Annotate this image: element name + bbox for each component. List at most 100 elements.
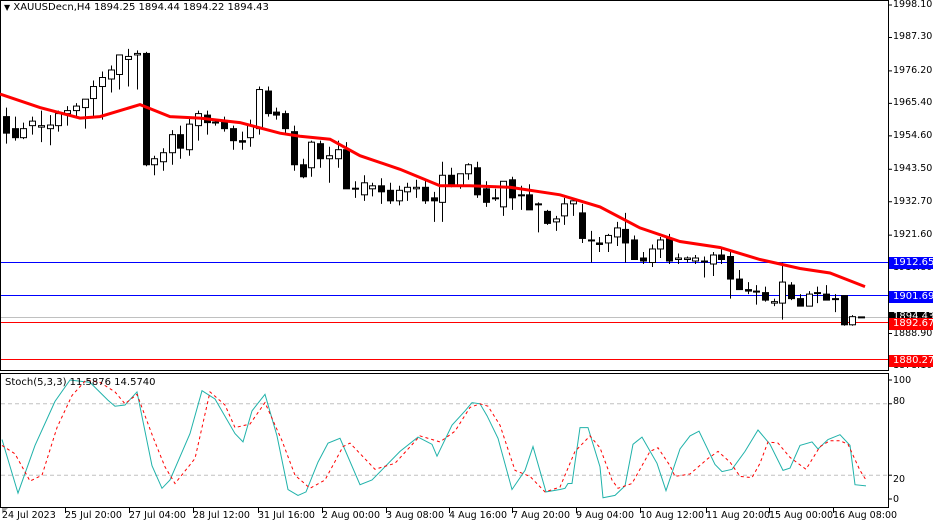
candle	[483, 188, 490, 203]
candle	[335, 149, 342, 160]
time-axis-label: 7 Aug 20:00	[512, 510, 571, 521]
candle	[300, 164, 307, 178]
candle	[12, 128, 19, 139]
time-axis-label: 31 Jul 16:00	[258, 510, 315, 521]
candle	[47, 124, 54, 130]
candle	[387, 189, 394, 202]
candle	[841, 295, 848, 326]
candle	[431, 197, 438, 202]
price-axis-label: 1976.20	[893, 64, 933, 76]
candle	[823, 293, 830, 301]
candle	[788, 284, 795, 300]
time-axis-label: 4 Aug 16:00	[449, 510, 508, 521]
candle	[640, 257, 647, 262]
stoch-signal-line	[1, 379, 867, 493]
price-axis-label: 1932.70	[893, 195, 933, 207]
candle	[378, 185, 385, 193]
candle	[684, 257, 691, 261]
scroll-corner-icon	[2, 508, 8, 514]
time-axis-label: 16 Aug 08:00	[833, 510, 898, 521]
stoch-axis-0: 0	[893, 494, 900, 505]
candle	[404, 186, 411, 193]
candle	[631, 239, 638, 261]
resistance-1-tag: 1912.65	[889, 257, 934, 269]
stoch-level-lines	[1, 379, 892, 500]
candle	[361, 182, 368, 196]
candle	[526, 194, 533, 211]
time-axis-label: 27 Jul 04:00	[129, 510, 186, 521]
candle	[718, 254, 725, 261]
stoch-axis-80: 80	[893, 396, 906, 407]
candle	[3, 116, 10, 134]
candle	[492, 197, 499, 200]
candle	[745, 289, 752, 292]
candle	[570, 200, 577, 205]
candle	[649, 248, 656, 264]
candle	[90, 86, 97, 100]
price-axis-label: 1987.30	[893, 31, 933, 43]
collapse-arrow-icon[interactable]: ▼	[4, 3, 11, 12]
candle	[806, 293, 813, 307]
candle	[20, 128, 27, 139]
candle	[500, 180, 507, 208]
candle	[273, 111, 280, 116]
time-axis-label: 24 Jul 2023	[2, 510, 56, 521]
price-axis-label: 1998.10	[893, 0, 933, 10]
candle	[832, 298, 839, 301]
candle	[858, 316, 865, 319]
time-axis-label: 2 Aug 00:00	[322, 510, 381, 521]
candle	[675, 257, 682, 261]
candle	[343, 149, 350, 190]
candle	[317, 143, 324, 160]
stoch-main-line	[1, 379, 867, 499]
candle	[518, 194, 525, 197]
price-axis-label: 1965.40	[893, 97, 933, 109]
price-axis-label: 1921.60	[893, 229, 933, 241]
candle	[160, 152, 167, 163]
time-axis-label: 10 Aug 12:00	[640, 510, 705, 521]
candle	[814, 292, 821, 295]
candle	[535, 203, 542, 206]
candle	[239, 140, 246, 143]
horizontal-levels[interactable]	[1, 262, 888, 360]
price-axis-label: 1954.60	[893, 129, 933, 141]
candle	[212, 121, 219, 124]
time-axis-label: 28 Jul 12:00	[193, 510, 250, 521]
time-axis-ticks	[2, 508, 834, 513]
candle	[82, 98, 89, 109]
time-axis-label: 15 Aug 00:00	[769, 510, 834, 521]
stoch-axis-100: 100	[893, 375, 912, 386]
candle	[125, 55, 132, 60]
candle	[55, 113, 62, 127]
time-axis-label: 9 Aug 04:00	[576, 510, 635, 521]
candle	[701, 260, 708, 263]
candle	[369, 185, 376, 190]
symbol-header: ▼ XAUUSDecn,H4 1894.25 1894.44 1894.22 1…	[4, 2, 269, 13]
time-axis-label: 3 Aug 08:00	[386, 510, 445, 521]
candle	[605, 234, 612, 244]
candle	[762, 292, 769, 301]
candle	[457, 173, 464, 187]
stoch-axis-20: 20	[893, 474, 906, 485]
candle	[291, 131, 298, 166]
candle	[614, 227, 621, 238]
candle	[108, 69, 115, 80]
candle	[413, 186, 420, 190]
candle	[561, 203, 568, 217]
candle	[588, 239, 595, 242]
candle	[422, 186, 429, 202]
candle	[73, 105, 80, 112]
candle	[396, 189, 403, 202]
candle	[465, 164, 472, 175]
price-axis-label: 1943.50	[893, 163, 933, 175]
moving-average-line	[0, 92, 866, 288]
candle	[753, 290, 760, 293]
candle	[710, 254, 717, 265]
time-axis-label: 11 Aug 20:00	[706, 510, 771, 521]
candle	[849, 316, 856, 326]
candle	[230, 128, 237, 142]
time-axis-label: 25 Jul 20:00	[65, 510, 122, 521]
candle	[448, 174, 455, 185]
candle	[38, 125, 45, 128]
